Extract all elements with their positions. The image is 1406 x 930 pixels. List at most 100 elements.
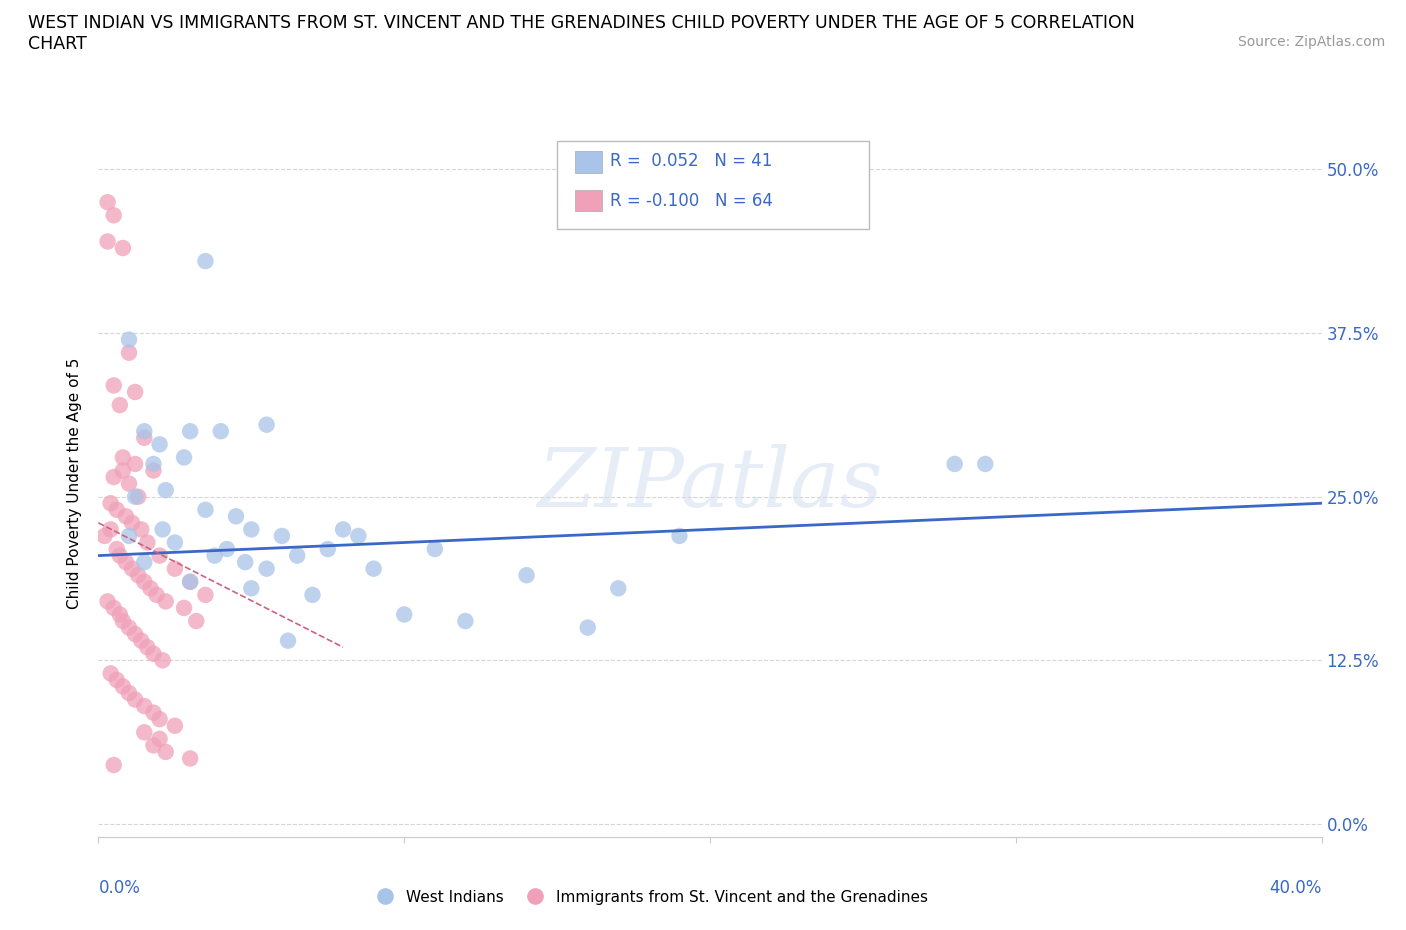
Point xyxy=(105,541,128,556)
Point xyxy=(134,431,156,445)
Point xyxy=(142,705,165,720)
Point xyxy=(285,548,308,563)
Point xyxy=(256,418,278,432)
Point xyxy=(233,554,256,569)
Point xyxy=(301,588,323,603)
Text: CHART: CHART xyxy=(28,35,87,53)
Point xyxy=(347,528,370,543)
Point xyxy=(115,554,138,569)
Point xyxy=(100,496,122,511)
Point xyxy=(423,541,446,556)
Point xyxy=(179,424,201,439)
Point xyxy=(173,450,195,465)
Point xyxy=(118,476,141,491)
Point xyxy=(142,737,165,752)
Point xyxy=(155,745,177,760)
Point xyxy=(129,522,152,537)
Point xyxy=(194,254,217,269)
Point xyxy=(454,614,477,629)
Point xyxy=(516,568,538,583)
Point xyxy=(108,607,131,622)
Point xyxy=(111,241,134,256)
Point xyxy=(204,548,226,563)
Point xyxy=(118,332,141,347)
Text: R =  0.052   N = 41: R = 0.052 N = 41 xyxy=(610,153,772,170)
Point xyxy=(149,731,172,746)
Point xyxy=(103,758,125,773)
Point xyxy=(256,561,278,576)
Text: Source: ZipAtlas.com: Source: ZipAtlas.com xyxy=(1237,35,1385,49)
Point xyxy=(179,575,201,590)
Text: 40.0%: 40.0% xyxy=(1270,880,1322,897)
Point xyxy=(209,424,232,439)
Point xyxy=(163,718,186,733)
Point xyxy=(111,463,134,478)
Point xyxy=(105,672,128,687)
Point xyxy=(129,633,152,648)
Point xyxy=(392,607,416,622)
Point xyxy=(97,594,120,609)
Point xyxy=(121,515,143,530)
Point xyxy=(108,548,131,563)
Point xyxy=(93,528,115,543)
Point xyxy=(155,483,177,498)
Text: ZIPatlas: ZIPatlas xyxy=(537,444,883,524)
Point xyxy=(332,522,354,537)
Point xyxy=(142,463,165,478)
Point xyxy=(100,666,122,681)
Point xyxy=(363,561,385,576)
Point xyxy=(152,653,174,668)
Point xyxy=(576,620,599,635)
Point xyxy=(134,554,156,569)
Point xyxy=(316,541,339,556)
Point xyxy=(124,692,146,707)
Point xyxy=(124,384,146,399)
Point xyxy=(607,581,630,596)
Point xyxy=(97,194,120,209)
Point xyxy=(149,437,172,452)
Point xyxy=(134,698,156,713)
Point xyxy=(173,601,195,616)
Point xyxy=(134,575,156,590)
Point xyxy=(194,588,217,603)
Point xyxy=(142,646,165,661)
Legend: West Indians, Immigrants from St. Vincent and the Grenadines: West Indians, Immigrants from St. Vincen… xyxy=(364,884,934,910)
Point xyxy=(105,502,128,517)
Point xyxy=(121,561,143,576)
Point xyxy=(111,679,134,694)
Point xyxy=(240,581,263,596)
Point xyxy=(111,614,134,629)
Point xyxy=(118,345,141,360)
Point xyxy=(152,522,174,537)
Point xyxy=(115,509,138,524)
Point xyxy=(139,581,162,596)
Bar xyxy=(575,152,602,173)
FancyBboxPatch shape xyxy=(557,140,869,229)
Point xyxy=(118,620,141,635)
Point xyxy=(136,535,159,550)
Point xyxy=(149,711,172,726)
Point xyxy=(103,207,125,222)
Point xyxy=(179,751,201,766)
Point xyxy=(118,685,141,700)
Point xyxy=(134,424,156,439)
Point xyxy=(145,588,167,603)
Point xyxy=(100,522,122,537)
Point xyxy=(127,489,149,504)
Point xyxy=(155,594,177,609)
Point xyxy=(215,541,238,556)
Bar xyxy=(575,191,602,211)
Point xyxy=(134,724,156,739)
Point xyxy=(108,398,131,413)
Text: WEST INDIAN VS IMMIGRANTS FROM ST. VINCENT AND THE GRENADINES CHILD POVERTY UNDE: WEST INDIAN VS IMMIGRANTS FROM ST. VINCE… xyxy=(28,14,1135,32)
Point xyxy=(124,457,146,472)
Point xyxy=(127,568,149,583)
Point xyxy=(163,561,186,576)
Point xyxy=(103,601,125,616)
Point xyxy=(179,575,201,590)
Point xyxy=(668,528,690,543)
Point xyxy=(118,528,141,543)
Point xyxy=(163,535,186,550)
Point xyxy=(194,502,217,517)
Point xyxy=(225,509,247,524)
